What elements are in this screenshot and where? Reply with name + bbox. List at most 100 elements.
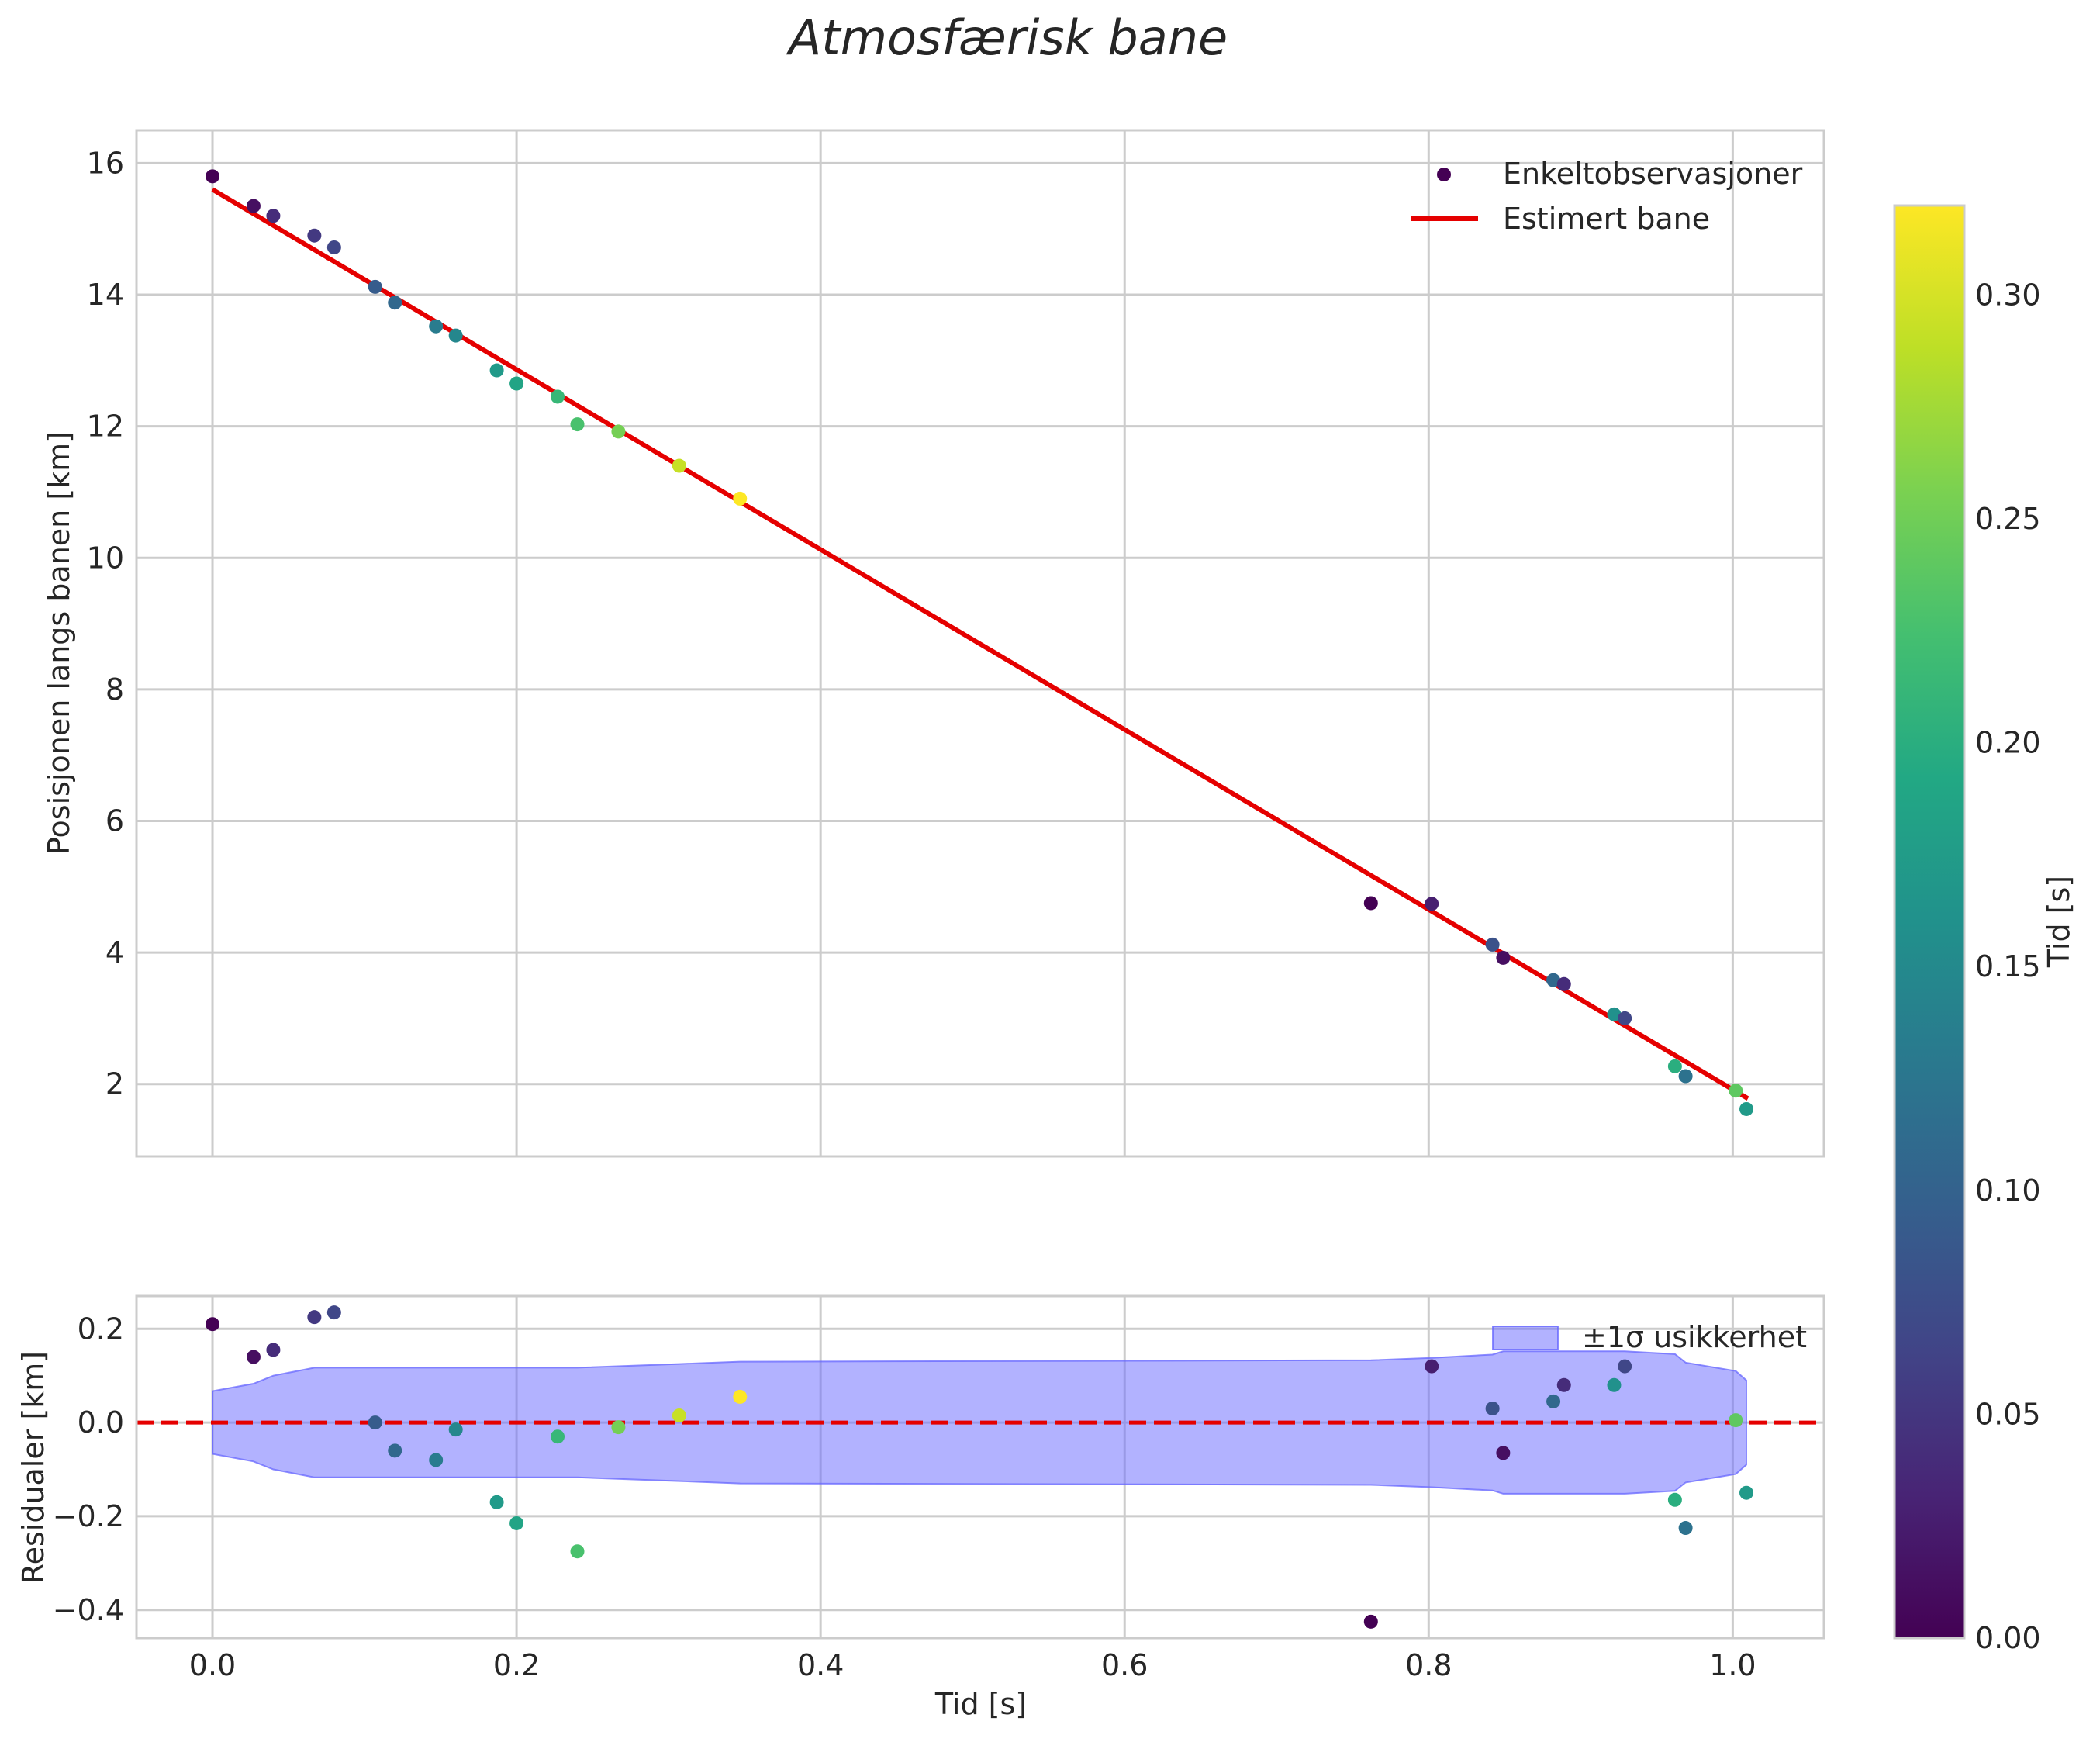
residual-point — [570, 1544, 585, 1559]
observation-point — [1485, 937, 1500, 952]
observation-point — [448, 328, 463, 343]
colorbar-tick-label: 0.30 — [1975, 278, 2041, 312]
observation-point — [206, 169, 220, 184]
observation-point — [1739, 1101, 1754, 1116]
x-tick-label: 0.6 — [1101, 1648, 1148, 1682]
uncertainty-band — [212, 1350, 1747, 1495]
residual-y-tick-label: 0.0 — [78, 1405, 124, 1440]
residual-point — [551, 1429, 565, 1444]
observation-point — [489, 363, 504, 378]
main-y-tick-label: 2 — [105, 1067, 124, 1101]
x-tick-labels: 0.0 0.2 0.4 0.6 0.8 1.0 — [189, 1648, 1756, 1682]
observation-point — [1556, 976, 1571, 991]
observation-point — [570, 417, 585, 432]
colorbar-tick-labels: 0.00 0.05 0.10 0.15 0.20 0.25 0.30 — [1975, 278, 2041, 1655]
observation-point — [1496, 950, 1511, 965]
legend-line-label: Estimert bane — [1503, 202, 1710, 236]
residual-point — [1607, 1377, 1622, 1392]
observation-point — [307, 228, 322, 243]
colorbar-tick-label: 0.00 — [1975, 1621, 2041, 1655]
chart-title: Atmosfærisk bane — [786, 9, 1228, 66]
main-y-tick-label: 4 — [105, 935, 124, 970]
x-tick-label: 0.8 — [1405, 1648, 1452, 1682]
main-y-tick-label: 14 — [87, 278, 124, 312]
residual-point — [733, 1389, 748, 1404]
residual-point — [307, 1310, 322, 1325]
x-tick-label: 1.0 — [1709, 1648, 1756, 1682]
observation-point — [1546, 973, 1561, 987]
main-observation-points — [206, 169, 1754, 1116]
residual-y-tick-labels: −0.4 −0.2 0.0 0.2 — [53, 1312, 124, 1626]
main-y-tick-label: 8 — [105, 672, 124, 707]
colorbar-label: Tid [s] — [2042, 876, 2076, 968]
colorbar-tick-label: 0.20 — [1975, 726, 2041, 760]
observation-point — [1363, 896, 1378, 911]
residual-point — [1678, 1521, 1693, 1536]
residual-point — [509, 1516, 524, 1530]
main-plot-frame — [135, 129, 1825, 1158]
residual-point — [611, 1420, 626, 1435]
residual-y-tick-label: −0.4 — [53, 1593, 124, 1627]
residual-point — [246, 1350, 261, 1364]
colorbar-tick-label: 0.15 — [1975, 949, 2041, 983]
x-axis-label: Tid [s] — [934, 1687, 1027, 1721]
observation-point — [1729, 1084, 1743, 1098]
legend-band-marker — [1492, 1326, 1559, 1350]
colorbar-tick-label: 0.25 — [1975, 502, 2041, 536]
residual-point — [388, 1443, 402, 1458]
main-y-axis-label: Posisjonen langs banen [km] — [42, 431, 76, 855]
main-y-tick-label: 10 — [87, 541, 124, 575]
x-tick-label: 0.0 — [189, 1648, 236, 1682]
residual-point — [1739, 1485, 1754, 1500]
residual-point — [1363, 1614, 1378, 1629]
x-tick-label: 0.2 — [493, 1648, 540, 1682]
residual-plot-frame — [135, 1294, 1825, 1640]
residual-point — [206, 1317, 220, 1332]
observation-point — [368, 279, 382, 294]
residual-point — [1496, 1446, 1511, 1460]
main-panel: 2 4 6 8 10 12 14 16 Posisjonen langs banen [km]… — [42, 129, 1825, 1158]
main-y-tick-label: 12 — [87, 410, 124, 444]
residual-point — [1729, 1413, 1743, 1428]
residual-points — [206, 1305, 1754, 1629]
colorbar-tick-label: 0.05 — [1975, 1397, 2041, 1431]
x-tick-label: 0.4 — [797, 1648, 844, 1682]
observation-point — [1667, 1059, 1682, 1073]
observation-point — [509, 376, 524, 391]
main-legend: Enkeltobservasjoner Estimert bane — [1411, 157, 1803, 236]
legend-scatter-label: Enkeltobservasjoner — [1503, 157, 1803, 191]
residual-panel: −0.4 −0.2 0.0 0.2 0.0 0.2 0.4 0.6 0.8 1.0 Residu… — [16, 1294, 1825, 1721]
main-gridlines — [136, 130, 1824, 1156]
observation-point — [1425, 897, 1439, 911]
observation-point — [326, 240, 341, 254]
observation-point — [672, 458, 686, 473]
colorbar-gradient — [1893, 204, 1966, 1640]
residual-point — [1546, 1394, 1561, 1408]
residual-point — [1425, 1359, 1439, 1374]
residual-point — [1556, 1377, 1571, 1392]
observation-point — [1607, 1007, 1622, 1021]
colorbar: 0.00 0.05 0.10 0.15 0.20 0.25 0.30 Tid [s] — [1893, 204, 2076, 1655]
residual-point — [672, 1408, 686, 1423]
residual-y-tick-label: 0.2 — [78, 1312, 124, 1346]
observation-point — [266, 209, 281, 223]
observation-point — [611, 424, 626, 439]
observation-point — [429, 319, 444, 334]
residual-point — [489, 1495, 504, 1509]
residual-point — [1667, 1492, 1682, 1507]
residual-point — [368, 1415, 382, 1430]
main-y-tick-labels: 2 4 6 8 10 12 14 16 — [87, 146, 124, 1101]
legend-scatter-marker — [1437, 168, 1451, 181]
residual-legend: ±1σ usikkerhet — [1492, 1320, 1807, 1354]
residual-y-axis-label: Residualer [km] — [16, 1351, 50, 1584]
colorbar-tick-label: 0.10 — [1975, 1173, 2041, 1208]
residual-point — [266, 1343, 281, 1357]
main-y-tick-label: 6 — [105, 804, 124, 838]
residual-point — [1485, 1401, 1500, 1415]
observation-point — [388, 296, 402, 310]
residual-y-tick-label: −0.2 — [53, 1499, 124, 1533]
observation-point — [551, 389, 565, 404]
observation-point — [733, 491, 748, 506]
observation-point — [1678, 1069, 1693, 1084]
